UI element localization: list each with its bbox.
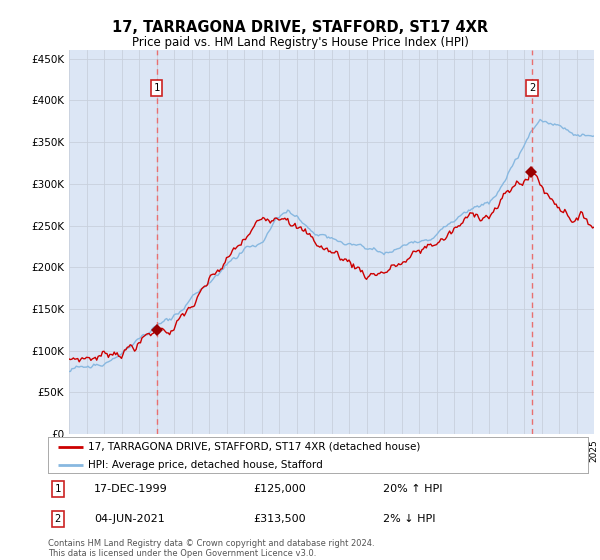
- Text: 17, TARRAGONA DRIVE, STAFFORD, ST17 4XR (detached house): 17, TARRAGONA DRIVE, STAFFORD, ST17 4XR …: [89, 442, 421, 452]
- Text: 1: 1: [154, 83, 160, 93]
- Text: 2: 2: [55, 514, 61, 524]
- Text: £125,000: £125,000: [253, 484, 306, 494]
- Text: £313,500: £313,500: [253, 514, 306, 524]
- Text: 17, TARRAGONA DRIVE, STAFFORD, ST17 4XR: 17, TARRAGONA DRIVE, STAFFORD, ST17 4XR: [112, 20, 488, 35]
- Text: Contains HM Land Registry data © Crown copyright and database right 2024.
This d: Contains HM Land Registry data © Crown c…: [48, 539, 374, 558]
- Text: 20% ↑ HPI: 20% ↑ HPI: [383, 484, 442, 494]
- Text: 1: 1: [55, 484, 61, 494]
- Text: 2% ↓ HPI: 2% ↓ HPI: [383, 514, 436, 524]
- Text: HPI: Average price, detached house, Stafford: HPI: Average price, detached house, Staf…: [89, 460, 323, 470]
- Text: 2: 2: [529, 83, 535, 93]
- Text: Price paid vs. HM Land Registry's House Price Index (HPI): Price paid vs. HM Land Registry's House …: [131, 36, 469, 49]
- Text: 17-DEC-1999: 17-DEC-1999: [94, 484, 167, 494]
- Text: 04-JUN-2021: 04-JUN-2021: [94, 514, 164, 524]
